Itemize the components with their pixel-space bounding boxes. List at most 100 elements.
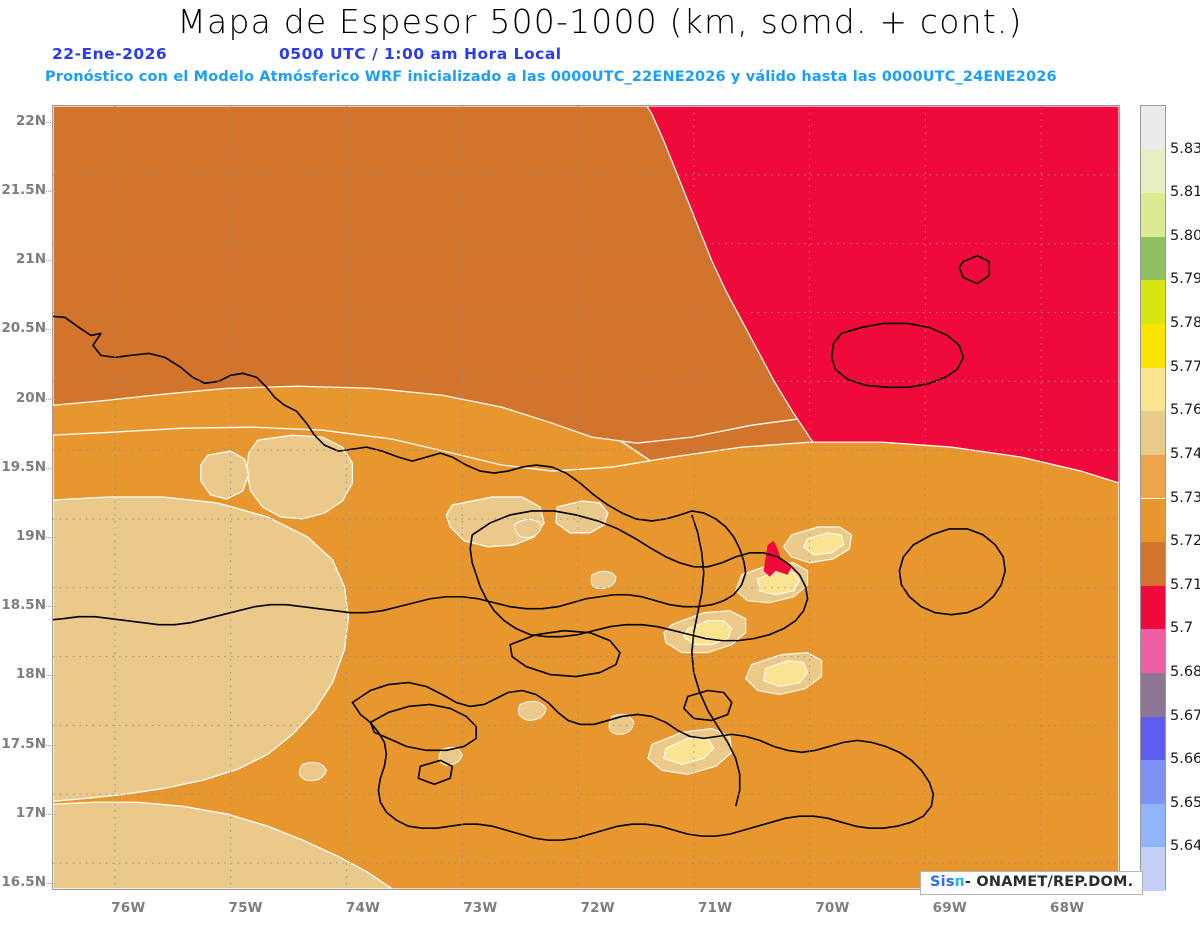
colorbar-swatch (1141, 716, 1165, 761)
colorbar-swatch (1141, 324, 1165, 368)
x-axis-tick-label: 73W (463, 900, 498, 916)
colorbar-tick-label: 5.7 (1170, 620, 1194, 637)
colorbar-tick-label: 5.748 (1170, 445, 1200, 462)
y-axis-tick-mark (46, 813, 55, 815)
band-islet-4 (517, 700, 547, 721)
colorbar-tick-label: 5.783 (1170, 315, 1200, 332)
model-description-line: Pronóstico con el Modelo Atmósferico WRF… (45, 69, 1057, 85)
colorbar-swatch (1141, 236, 1165, 281)
band-islet-2 (590, 570, 617, 590)
y-axis-tick-mark (46, 606, 55, 608)
coastline-tiburon (369, 703, 478, 752)
y-axis-tick-mark (46, 398, 55, 400)
coastline-hispaniola (351, 681, 935, 841)
y-axis-tick-mark (46, 121, 55, 123)
colorbar-swatch (1141, 542, 1165, 586)
x-axis-tick-label: 69W (932, 900, 967, 916)
forecast-date: 22-Ene-2026 (52, 45, 168, 63)
colorbar-tick-label: 5.819 (1170, 184, 1200, 201)
colorbar-swatch (1141, 193, 1165, 237)
colorbar-tick-label: 5.724 (1170, 533, 1200, 550)
y-axis-tick-mark (46, 329, 55, 331)
y-axis-tick-mark (46, 675, 55, 677)
band-5760-core-4 (663, 737, 715, 765)
colorbar-swatch (1141, 367, 1165, 412)
coastline-haiti-north (469, 510, 809, 642)
y-axis-tick-label: 19.5N (1, 458, 46, 475)
band-5748-south-strip (53, 801, 394, 889)
map-gridlines (53, 106, 1119, 889)
y-axis-tick-mark (46, 190, 55, 192)
band-islet-3 (608, 714, 635, 735)
colorbar-tick-label: 5.795 (1170, 271, 1200, 288)
colorbar-tick-label: 5.831 (1170, 140, 1200, 157)
y-axis-tick-mark (46, 260, 55, 262)
coastline-dr-east (898, 528, 1007, 616)
colorbar-tick-label: 5.76 (1170, 402, 1200, 419)
x-axis-tick-label: 72W (580, 900, 615, 916)
x-axis-tick-label: 75W (228, 900, 263, 916)
colorbar-tick-label: 5.807 (1170, 227, 1200, 244)
y-axis-tick-label: 18.5N (1, 597, 46, 614)
coastline-cuba (53, 315, 747, 626)
coastline-jamaica-islet (958, 254, 991, 285)
colorbar-swatch (1141, 629, 1165, 673)
colorbar-tick-label: 5.712 (1170, 576, 1200, 593)
y-axis-tick-label: 17N (15, 804, 46, 821)
colorbar-tick-label: 5.676 (1170, 707, 1200, 724)
colorbar-tick-label: 5.64 (1170, 838, 1200, 855)
y-axis-tick-label: 16.5N (1, 874, 46, 891)
x-axis-tick-label: 68W (1050, 900, 1085, 916)
forecast-utc-time: 0500 UTC / 1:00 am Hora Local (279, 45, 562, 63)
colorbar-swatch (1141, 411, 1165, 455)
y-axis-tick-label: 18N (15, 666, 46, 683)
colorbar-swatch (1141, 106, 1165, 150)
colorbar-tick-label: 5.652 (1170, 794, 1200, 811)
colorbar[interactable] (1140, 105, 1166, 891)
coastline-gonave (509, 629, 621, 678)
y-axis-tick-mark (46, 744, 55, 746)
y-axis-tick-label: 21N (15, 251, 46, 268)
band-5748-cuba-b (200, 450, 250, 500)
x-axis-tick-label: 71W (697, 900, 733, 916)
colorbar-tick-label: 5.664 (1170, 751, 1200, 768)
colorbar-swatch (1141, 149, 1165, 194)
y-axis-tick-label: 20.5N (1, 320, 46, 337)
x-axis-tick-label: 74W (345, 900, 381, 916)
y-axis-tick-label: 20N (15, 389, 46, 406)
y-axis-tick-mark (46, 536, 55, 538)
y-axis-tick-label: 19N (15, 527, 46, 544)
logo-sis-text: Sis (930, 874, 955, 890)
map-plot-area[interactable] (52, 105, 1120, 890)
logo-pi-icon: ᴨ (954, 874, 965, 890)
colorbar-swatch (1141, 454, 1165, 499)
contour-patch-crimson (763, 540, 792, 577)
colorbar-swatch (1141, 280, 1165, 325)
colorbar-tick-label: 5.772 (1170, 358, 1200, 375)
colorbar-swatch (1141, 847, 1165, 891)
thickness-field-map (53, 106, 1119, 889)
band-islet-1 (513, 518, 542, 539)
x-axis-tick-label: 70W (815, 900, 850, 916)
colorbar-swatch (1141, 672, 1165, 717)
sistt-onamet-logo: Sisᴨ- ONAMET/REP.DOM. (920, 871, 1144, 895)
coastline-beata (683, 689, 733, 722)
coastline-islet-sw (417, 759, 454, 786)
y-axis-tick-mark (46, 883, 55, 885)
colorbar-swatch (1141, 760, 1165, 804)
forecast-time-line: 22-Ene-2026 0500 UTC / 1:00 am Hora Loca… (0, 45, 1200, 65)
y-axis-tick-label: 22N (15, 112, 46, 129)
colorbar-swatch (1141, 585, 1165, 630)
logo-org-text: - ONAMET/REP.DOM. (964, 874, 1134, 890)
page-title: Mapa de Espesor 500-1000 (km, somd. + co… (177, 2, 1023, 41)
colorbar-swatch (1141, 498, 1165, 543)
coastline-group (53, 254, 1007, 841)
band-5760-core-5 (802, 532, 845, 556)
band-5760-core-3 (763, 660, 809, 688)
y-axis-tick-mark (46, 467, 55, 469)
band-islet-6 (298, 761, 327, 782)
colorbar-tick-label: 5.736 (1170, 489, 1200, 506)
coastline-jamaica (830, 322, 965, 389)
y-axis-tick-label: 21.5N (1, 181, 46, 198)
x-axis-tick-label: 76W (111, 900, 146, 916)
